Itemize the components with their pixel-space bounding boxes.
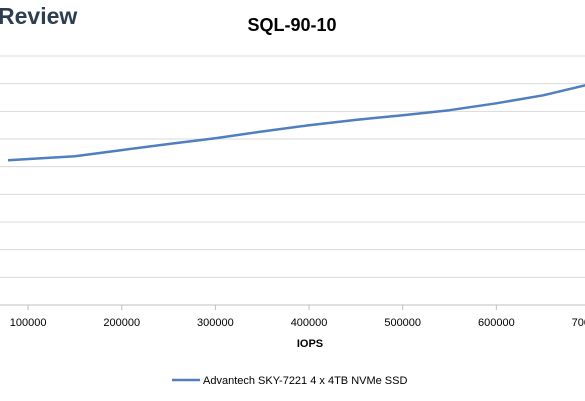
chart-title: SQL-90-10 (247, 15, 336, 35)
x-tick-label: 500000 (384, 317, 421, 329)
x-tick-label: 100000 (10, 317, 47, 329)
x-tick-label: 200000 (103, 317, 140, 329)
x-tick-label: 300000 (197, 317, 234, 329)
legend-label: Advantech SKY-7221 4 x 4TB NVMe SSD (203, 375, 407, 387)
watermark: Review (0, 3, 77, 29)
x-axis-label: IOPS (297, 338, 323, 350)
x-tick-label: 400000 (291, 317, 328, 329)
data-line (7, 84, 585, 162)
x-tick-label: 700000 (572, 317, 585, 329)
x-tick-label: 600000 (478, 317, 515, 329)
